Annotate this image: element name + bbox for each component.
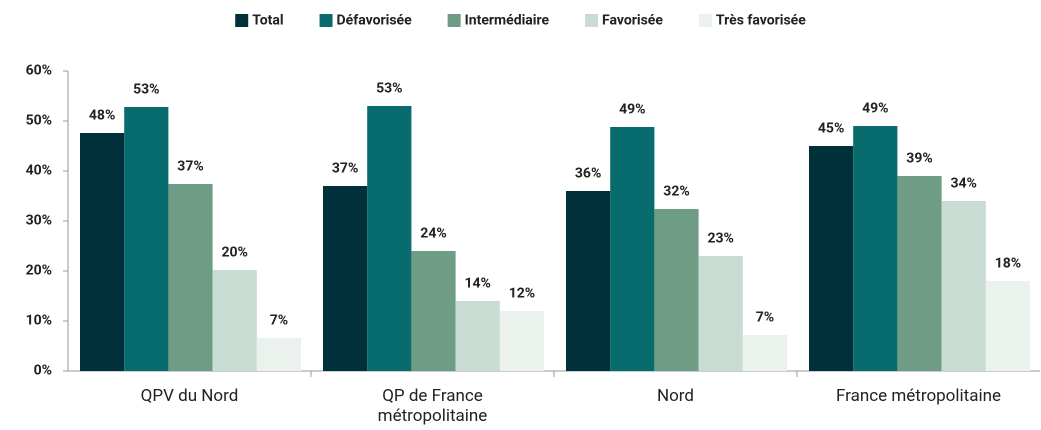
data-label: 37%	[332, 161, 358, 177]
data-label: 45%	[818, 121, 844, 137]
bar	[499, 311, 544, 371]
data-label: 34%	[950, 176, 976, 192]
legend-swatch	[235, 14, 249, 27]
data-label: 53%	[133, 82, 159, 98]
legend-label: Très favorisée	[716, 13, 806, 29]
legend-swatch	[319, 14, 333, 27]
bar	[985, 281, 1030, 371]
data-label: 49%	[619, 102, 645, 118]
bar	[455, 301, 500, 371]
bar	[323, 186, 368, 371]
x-tick-label: France métropolitaine	[835, 386, 1001, 406]
y-tick-label: 30%	[26, 213, 52, 229]
legend-swatch	[698, 14, 712, 27]
y-tick-label: 50%	[26, 113, 52, 129]
y-tick-label: 0%	[34, 363, 52, 379]
legend-label: Intermédiaire	[465, 13, 550, 29]
legend-label: Favorisée	[602, 13, 663, 29]
bar	[367, 106, 412, 371]
bar	[610, 127, 655, 371]
bar	[853, 126, 898, 371]
bar	[256, 338, 301, 371]
data-label: 39%	[906, 151, 932, 167]
data-label: 37%	[177, 159, 203, 175]
data-label: 7%	[756, 310, 774, 326]
data-label: 48%	[89, 108, 115, 124]
data-label: 20%	[221, 245, 247, 261]
bar	[80, 133, 125, 371]
bar	[566, 191, 611, 371]
y-tick-label: 60%	[26, 63, 52, 79]
bar	[941, 201, 986, 371]
y-tick-label: 10%	[26, 313, 52, 329]
data-label: 23%	[707, 231, 733, 247]
data-label: 49%	[862, 101, 888, 117]
legend-swatch	[447, 14, 461, 27]
data-label: 14%	[464, 276, 490, 292]
y-tick-label: 20%	[26, 263, 52, 279]
data-label: 12%	[509, 286, 535, 302]
x-tick-label: Nord	[656, 386, 694, 406]
bar	[809, 146, 854, 371]
x-tick-label: QPV du Nord	[140, 386, 239, 406]
bar	[212, 270, 257, 371]
legend-swatch	[585, 14, 599, 27]
bar	[411, 251, 456, 371]
data-label: 18%	[995, 256, 1021, 272]
data-label: 7%	[270, 313, 288, 329]
bar	[897, 176, 942, 371]
data-label: 32%	[663, 184, 689, 200]
data-label: 36%	[575, 166, 601, 182]
data-label: 53%	[376, 81, 402, 97]
legend-label: Total	[252, 13, 283, 29]
y-tick-label: 40%	[26, 163, 52, 179]
x-tick-label: QP de France métropolitaine	[377, 386, 488, 426]
data-label: 24%	[420, 226, 446, 242]
bar	[124, 107, 169, 371]
bar	[698, 256, 743, 371]
legend-label: Défavorisée	[337, 13, 413, 29]
bar	[742, 335, 787, 371]
bar	[168, 184, 213, 371]
bar	[654, 209, 699, 371]
